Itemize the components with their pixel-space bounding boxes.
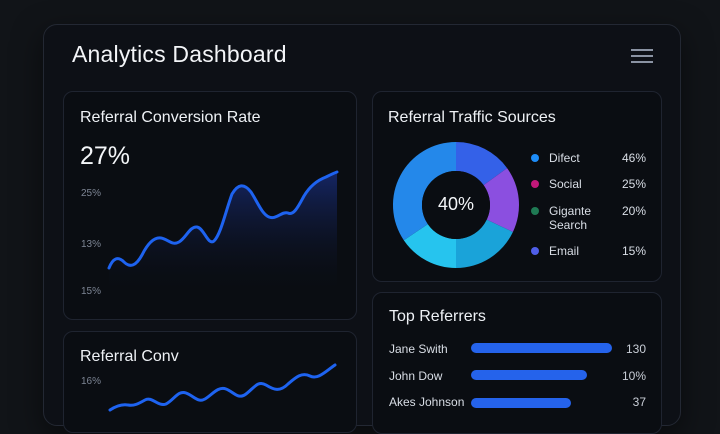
referrer-value: 130 <box>625 342 646 356</box>
referrer-name: Akes Johnson <box>389 395 465 409</box>
conversion-area <box>109 172 337 292</box>
conversion-line <box>107 170 339 270</box>
donut-center-label: 40% <box>437 194 475 214</box>
legend-label: Difect <box>549 151 580 165</box>
legend-pct: 20% <box>621 204 646 218</box>
y-tick: 25% <box>81 188 102 199</box>
donut-segment-difect <box>456 141 508 186</box>
legend-label: Gigante Search <box>549 204 592 232</box>
top-referrers-title: Top Referrers <box>389 308 486 325</box>
legend-pct: 46% <box>621 151 646 165</box>
conversion-rate-title: Referral Conversion Rate <box>80 109 261 126</box>
conversion-line-chart <box>107 170 339 292</box>
referral-conv-line <box>108 363 337 412</box>
donut-segment-other <box>392 141 456 241</box>
legend-pct: 15% <box>621 244 646 258</box>
traffic-donut-chart <box>392 141 520 268</box>
referral-conv-title: Referral Conv <box>80 348 179 365</box>
page-title: Analytics Dashboard <box>72 41 287 67</box>
legend-label: Email <box>549 244 580 258</box>
referrer-value: 10% <box>621 369 646 383</box>
referrer-name: Jane Swith <box>389 342 448 356</box>
legend-label: Social <box>549 177 582 191</box>
referrer-value: 37 <box>632 395 646 409</box>
menu-icon[interactable] <box>631 49 653 63</box>
donut-segment-email <box>403 224 456 268</box>
referrer-name: John Dow <box>389 369 443 383</box>
legend-dot <box>531 180 539 188</box>
conversion-rate-value: 27% <box>80 142 131 170</box>
legend-dot <box>531 207 539 215</box>
referrer-bar <box>471 370 587 380</box>
traffic-sources-title: Referral Traffic Sources <box>388 109 556 126</box>
donut-segment-search <box>456 219 513 268</box>
y-tick: 16% <box>81 376 102 387</box>
donut-segment-social <box>483 168 520 232</box>
legend-dot <box>531 247 539 255</box>
y-tick: 15% <box>81 286 102 297</box>
referrer-bar <box>471 343 612 353</box>
legend-pct: 25% <box>621 177 646 191</box>
legend-dot <box>531 154 539 162</box>
referrer-bar <box>471 398 571 408</box>
referral-conv-line-chart <box>108 363 337 412</box>
y-tick: 13% <box>81 239 102 250</box>
